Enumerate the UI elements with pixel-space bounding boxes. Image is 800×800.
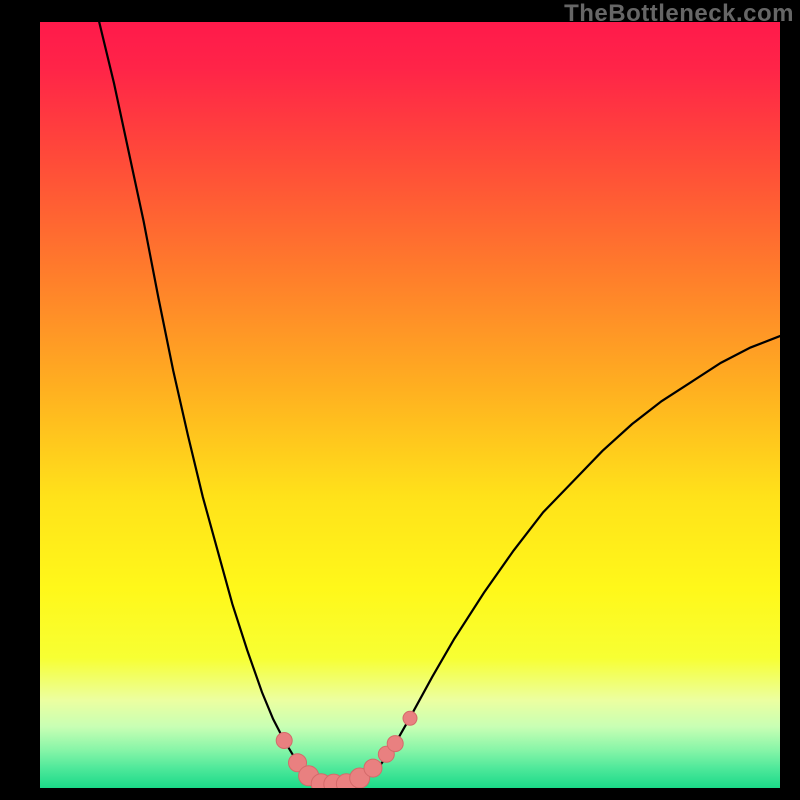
bottleneck-curve-chart xyxy=(40,22,780,788)
chart-background xyxy=(40,22,780,788)
curve-marker xyxy=(276,733,292,749)
curve-marker xyxy=(403,711,417,725)
curve-marker xyxy=(364,759,382,777)
curve-marker xyxy=(387,736,403,752)
chart-stage: TheBottleneck.com xyxy=(0,0,800,800)
watermark-text: TheBottleneck.com xyxy=(564,0,794,28)
